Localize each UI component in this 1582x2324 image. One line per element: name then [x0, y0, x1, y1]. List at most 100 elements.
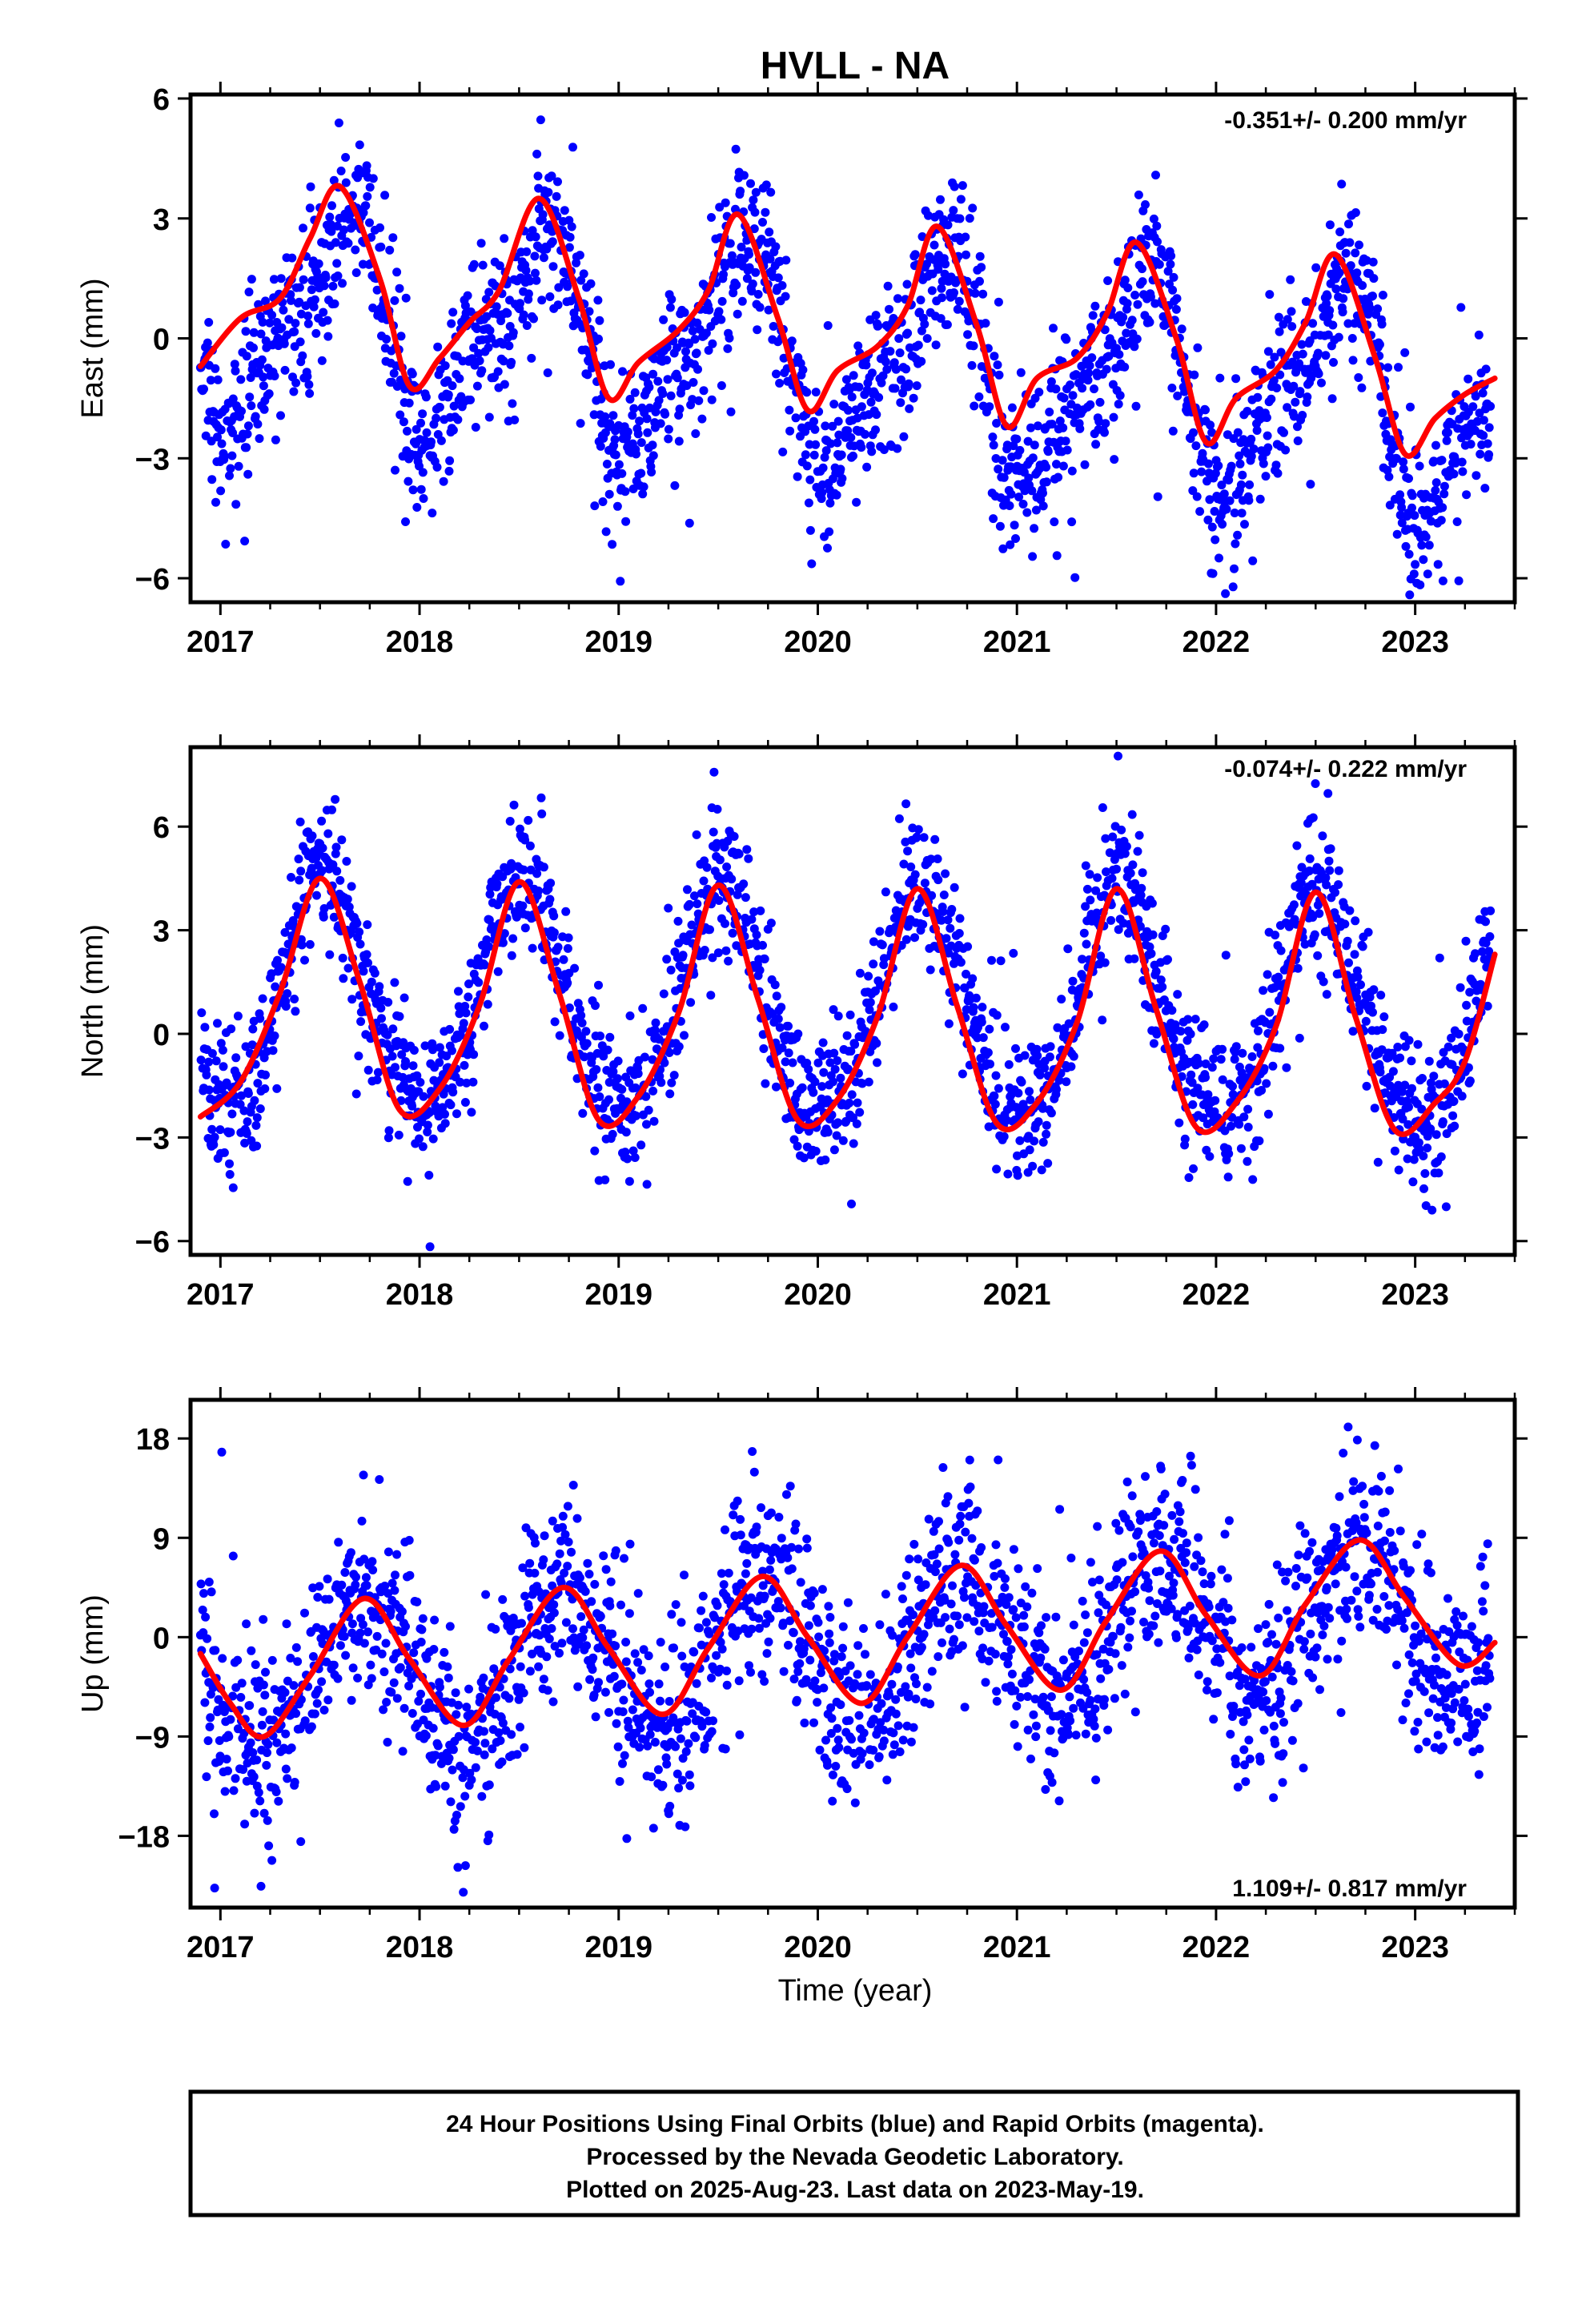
north-data-point — [926, 854, 936, 864]
east-data-point — [1054, 472, 1063, 482]
north-data-point — [1177, 1072, 1186, 1081]
east-data-point — [1211, 535, 1220, 545]
east-data-point — [1269, 376, 1279, 385]
east-data-point — [287, 296, 295, 305]
east-data-point — [1401, 541, 1411, 551]
north-data-point — [1275, 1043, 1285, 1053]
north-data-point — [1035, 1070, 1045, 1080]
east-data-point — [692, 348, 701, 358]
east-data-point — [1203, 476, 1211, 486]
north-data-point — [332, 866, 342, 876]
up-data-point — [397, 1606, 407, 1616]
east-data-point — [1377, 320, 1387, 329]
east-data-point — [1411, 560, 1420, 569]
up-data-point — [600, 1687, 610, 1697]
north-data-point — [498, 938, 508, 947]
north-data-point — [864, 1077, 873, 1087]
north-data-point — [906, 862, 916, 871]
north-data-point — [1042, 1120, 1051, 1130]
north-data-point — [1322, 990, 1331, 999]
east-data-point — [575, 251, 584, 260]
north-data-point — [683, 885, 692, 895]
up-data-point — [348, 1663, 358, 1673]
east-data-point — [1051, 384, 1061, 394]
north-data-point — [464, 992, 473, 1002]
east-data-point — [659, 315, 669, 324]
north-data-point — [1201, 1059, 1211, 1068]
up-data-point — [422, 1654, 432, 1663]
up-data-point — [283, 1774, 292, 1783]
north-data-point — [1193, 1084, 1203, 1093]
north-data-point — [1092, 908, 1102, 918]
north-data-point — [561, 907, 571, 916]
east-data-point — [843, 405, 853, 415]
up-data-point — [591, 1712, 600, 1722]
up-data-point — [512, 1750, 522, 1759]
east-data-point — [1067, 517, 1077, 527]
north-data-point — [777, 1043, 787, 1052]
east-data-point — [510, 415, 520, 424]
east-data-point — [565, 232, 575, 242]
east-data-point — [1071, 370, 1081, 380]
east-data-point — [568, 143, 577, 152]
north-data-point — [632, 1111, 640, 1120]
north-data-point — [1189, 1164, 1198, 1173]
east-data-point — [632, 449, 640, 459]
up-data-point — [208, 1683, 218, 1692]
east-data-point — [1090, 384, 1098, 394]
east-data-point — [981, 319, 990, 328]
north-data-point — [777, 1003, 786, 1012]
up-data-point — [615, 1777, 624, 1786]
north-data-point — [219, 1148, 229, 1157]
east-data-point — [418, 468, 428, 477]
east-data-point — [1243, 407, 1252, 416]
east-data-point — [484, 343, 493, 352]
north-data-point — [231, 1053, 241, 1063]
east-data-point — [476, 239, 486, 248]
east-data-point — [1134, 190, 1143, 199]
east-data-point — [1436, 516, 1446, 525]
east-data-point — [954, 296, 964, 306]
up-data-point — [323, 1574, 332, 1584]
north-data-point — [1015, 1136, 1025, 1145]
east-data-point — [412, 503, 422, 512]
east-data-point — [628, 411, 637, 420]
east-data-point — [993, 360, 1002, 370]
east-data-point — [818, 463, 828, 472]
east-data-point — [256, 329, 266, 339]
north-data-point — [295, 875, 304, 885]
north-data-point — [963, 942, 973, 951]
up-data-point — [589, 1691, 599, 1700]
east-data-point — [475, 356, 484, 365]
east-data-point — [1169, 272, 1178, 282]
north-data-point — [659, 989, 669, 999]
north-data-point — [843, 1064, 853, 1074]
east-data-point — [1479, 416, 1488, 425]
east-data-point — [343, 239, 353, 248]
east-data-point — [1334, 332, 1343, 342]
east-data-point — [277, 323, 287, 332]
north-data-point — [312, 891, 321, 900]
north-data-point — [828, 1077, 837, 1087]
east-data-point — [857, 443, 866, 452]
up-data-point — [353, 1673, 363, 1683]
east-data-point — [495, 261, 504, 271]
north-data-point — [1046, 1042, 1055, 1051]
north-data-point — [226, 1128, 235, 1137]
east-data-point — [1293, 436, 1303, 445]
east-data-point — [433, 342, 443, 352]
north-data-point — [955, 914, 965, 923]
north-data-point — [291, 1007, 300, 1016]
north-rate-label: -0.074+/- 0.222 mm/yr — [1224, 756, 1467, 782]
east-data-point — [990, 352, 999, 361]
east-data-point — [427, 437, 436, 447]
up-data-point — [248, 1748, 258, 1757]
north-data-point — [1271, 931, 1280, 940]
east-data-point — [1210, 507, 1219, 516]
north-data-point — [894, 814, 904, 823]
north-data-point — [396, 1096, 406, 1105]
north-data-point — [1100, 958, 1110, 967]
east-data-point — [368, 304, 378, 312]
east-data-point — [837, 450, 846, 460]
